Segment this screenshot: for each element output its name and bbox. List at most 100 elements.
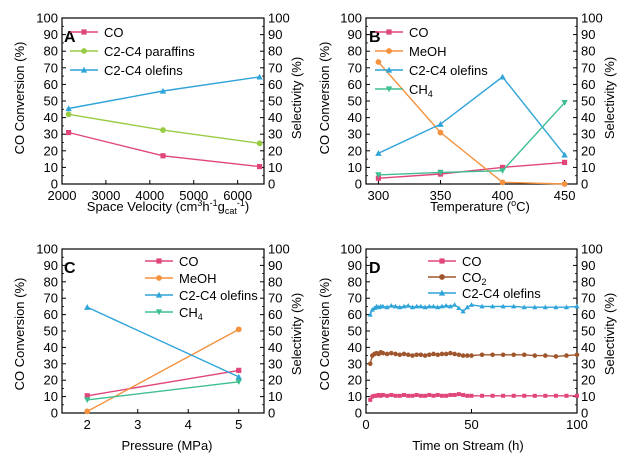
- series-line: [87, 369, 239, 397]
- data-point: [511, 352, 516, 358]
- x-tick-label: 50: [464, 417, 478, 432]
- legend-marker: [385, 66, 393, 73]
- data-point: [561, 159, 568, 166]
- y-tick-label-right: 40: [268, 110, 282, 125]
- data-point: [414, 303, 420, 309]
- data-point: [561, 151, 568, 158]
- data-point: [65, 111, 72, 118]
- y-tick-label-left: 0: [355, 406, 362, 421]
- data-point: [448, 392, 453, 397]
- y-tick-label-left: 30: [44, 356, 58, 371]
- x-tick-label: 5: [235, 417, 242, 432]
- data-point: [409, 304, 416, 310]
- y-tick-label-right: 60: [581, 307, 595, 322]
- data-point: [414, 392, 419, 397]
- data-point: [388, 302, 394, 308]
- data-point: [575, 393, 579, 398]
- x-tick-label: 0: [362, 417, 369, 432]
- legend-marker: [80, 66, 88, 73]
- data-point: [553, 354, 559, 359]
- data-point: [499, 73, 506, 80]
- data-point: [456, 352, 462, 358]
- data-point: [376, 392, 381, 397]
- legend-label: CH4: [179, 305, 203, 322]
- legend-marker: [81, 48, 87, 54]
- data-point: [521, 304, 527, 310]
- y-tick-label-left: 80: [44, 274, 58, 289]
- y-tick-label-left: 30: [348, 127, 362, 142]
- panel-a: A Space Velocity (cm3h-1gcat-1) CO Conve…: [12, 11, 304, 217]
- data-point: [410, 393, 415, 398]
- data-point: [384, 304, 390, 310]
- legend-label: MeOH: [179, 271, 217, 286]
- data-point: [372, 393, 377, 398]
- data-point: [553, 304, 559, 310]
- data-point: [563, 304, 570, 310]
- legend-label: CH4: [409, 82, 433, 99]
- legend-marker: [386, 29, 392, 35]
- data-point: [543, 393, 548, 398]
- data-point: [418, 352, 424, 358]
- x-tick-label: 400: [492, 188, 514, 203]
- y-tick-label-right: 80: [268, 44, 282, 59]
- data-point: [464, 353, 470, 358]
- y-tick-label-right: 30: [268, 356, 282, 371]
- data-point: [160, 153, 166, 159]
- data-point: [380, 350, 386, 356]
- data-point: [532, 393, 537, 398]
- legend-label: CO: [462, 254, 482, 269]
- y-tick-label-right: 0: [581, 406, 588, 421]
- y-tick-label-left: 80: [44, 44, 58, 59]
- data-point: [397, 352, 403, 358]
- x-tick-label: 4000: [135, 188, 164, 203]
- data-point: [521, 352, 527, 358]
- y-tick-label-right: 80: [581, 274, 595, 289]
- data-point: [522, 393, 527, 398]
- y-tick-label-right: 50: [581, 324, 595, 339]
- data-point: [490, 303, 496, 309]
- x-tick-label: 450: [554, 188, 576, 203]
- data-point: [160, 127, 166, 133]
- legend-label: C2-C4 olefins: [179, 288, 258, 303]
- y-tick-label-left: 90: [348, 258, 362, 273]
- data-point: [430, 303, 437, 309]
- data-point: [368, 397, 373, 402]
- y-tick-label-left: 50: [44, 94, 58, 109]
- data-point: [490, 352, 495, 358]
- y-tick-label-left: 90: [44, 258, 58, 273]
- y-tick-label-left: 50: [348, 94, 362, 109]
- data-point: [500, 352, 506, 358]
- y-tick-label-right: 90: [581, 258, 595, 273]
- x-tick-label: 100: [566, 417, 588, 432]
- data-point: [256, 140, 263, 147]
- y-tick-label-left: 70: [348, 291, 362, 306]
- legend-marker: [439, 274, 445, 280]
- data-point: [469, 353, 474, 358]
- data-point: [84, 304, 91, 310]
- x-tick-label: 2: [84, 417, 91, 432]
- data-point: [84, 408, 91, 415]
- y-tick-label-right: 10: [268, 389, 282, 404]
- data-point: [405, 302, 411, 308]
- y-tick-label-right: 40: [268, 340, 282, 355]
- data-point: [375, 175, 382, 181]
- data-point: [235, 326, 242, 333]
- x-tick-label: 3: [134, 417, 141, 432]
- y-tick-label-left: 80: [348, 274, 362, 289]
- y-tick-label-left: 0: [51, 406, 58, 421]
- data-point: [511, 303, 517, 309]
- y-tick-label-left: 10: [44, 160, 58, 175]
- y-tick-label-right: 90: [268, 27, 282, 42]
- legend-marker: [156, 275, 162, 281]
- y-tick-label-right: 30: [581, 127, 595, 142]
- data-point: [499, 164, 506, 170]
- legend-label: C2-C4 olefins: [104, 63, 183, 78]
- data-point: [553, 393, 558, 398]
- data-point: [389, 350, 394, 356]
- data-point: [532, 304, 538, 310]
- y-tick-label-left: 40: [348, 340, 362, 355]
- plot-frame: [61, 248, 265, 414]
- data-point: [479, 303, 485, 309]
- x-tick-label: 300: [368, 188, 390, 203]
